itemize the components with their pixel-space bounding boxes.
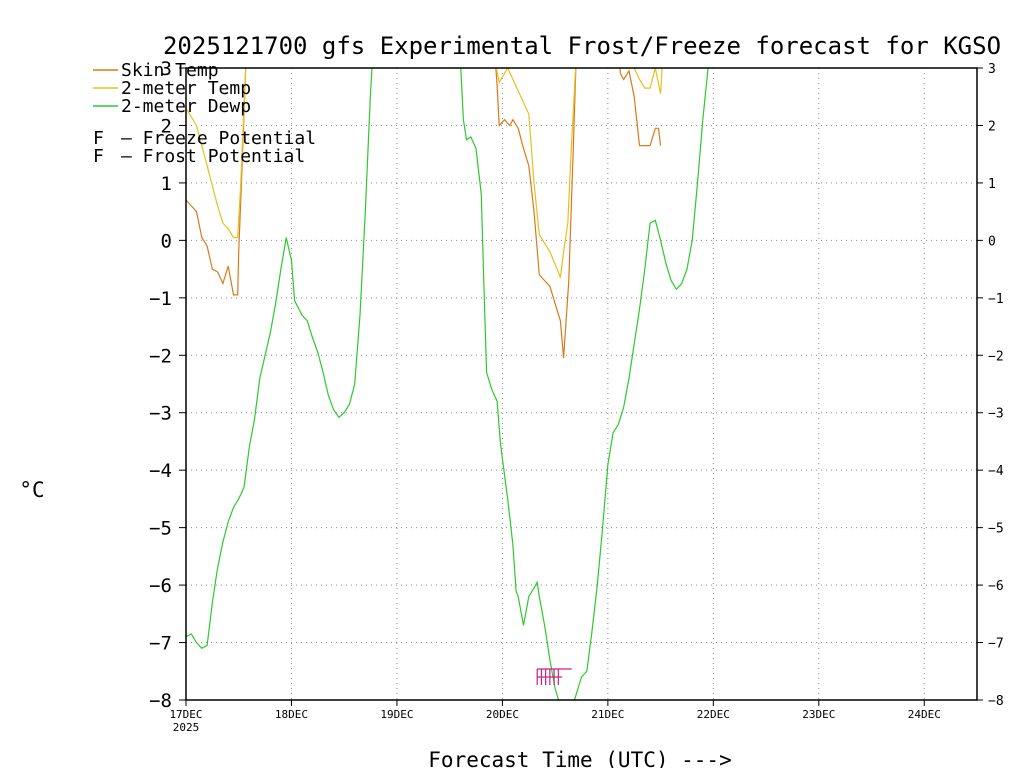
series-line-2-meter-temp — [495, 68, 577, 278]
y-tick-label-right: −4 — [988, 464, 1004, 479]
series-line-2-meter-temp — [623, 68, 663, 95]
y-tick-label-right: 3 — [988, 62, 996, 77]
legend-potential-label: – Frost Potential — [121, 146, 305, 167]
grid-lines — [186, 68, 977, 700]
legend-label: Skin Temp — [121, 60, 219, 81]
series-line-skin-temp — [619, 68, 662, 147]
y-tick-label-right: −3 — [988, 407, 1004, 422]
y-tick-label-right: −1 — [988, 292, 1004, 307]
y-tick-label-right: −7 — [988, 637, 1004, 652]
y-tick-label-right: 0 — [988, 234, 996, 249]
y-tick-label-left: −2 — [149, 345, 172, 367]
x-tick-label: 22DEC — [697, 708, 730, 721]
y-tick-label-left: 3 — [161, 58, 172, 80]
y-tick-label-right: 2 — [988, 119, 996, 134]
x-tick-label: 21DEC — [591, 708, 624, 721]
x-tick-label: 17DEC — [169, 708, 202, 721]
x-axis-label: Forecast Time (UTC) ---> — [428, 748, 731, 768]
series-lines — [186, 68, 709, 700]
legend-label: 2-meter Temp — [121, 78, 251, 99]
y-axis-label: °C — [19, 478, 44, 502]
y-tick-label-left: −3 — [149, 403, 172, 425]
series-line-2-meter-dewp — [186, 68, 373, 650]
x-tick-label: 20DEC — [486, 708, 519, 721]
y-tick-label-left: −8 — [149, 690, 172, 712]
legend-potential-symbol: F — [93, 128, 104, 149]
y-tick-label-right: −2 — [988, 349, 1004, 364]
series-line-skin-temp — [495, 68, 577, 359]
series-line-2-meter-temp — [186, 68, 247, 239]
chart-title: 2025121700 gfs Experimental Frost/Freeze… — [163, 32, 1001, 60]
legend-label: 2-meter Dewp — [121, 96, 251, 117]
x-tick-label: 24DEC — [908, 708, 941, 721]
y-tick-label-right: −5 — [988, 522, 1004, 537]
x-year-label: 2025 — [173, 721, 200, 734]
y-tick-label-left: −5 — [149, 518, 172, 540]
legend-potential-label: – Freeze Potential — [121, 128, 316, 149]
y-tick-label-left: −4 — [149, 460, 172, 482]
y-tick-label-right: −8 — [988, 694, 1004, 709]
y-tick-label-right: −6 — [988, 579, 1004, 594]
x-tick-label: 23DEC — [802, 708, 835, 721]
y-tick-label-right: 1 — [988, 177, 996, 192]
series-line-skin-temp — [186, 68, 247, 296]
plot-frame — [185, 67, 978, 701]
axes: −8 −8 −7 −7 −6 −6 −5 −5 −4 −4 −3 −3 −2 −2 −1 −1 0 0 1 1 2 2 3 3… — [149, 58, 1004, 734]
y-tick-label-left: 2 — [161, 115, 172, 137]
x-tick-label: 19DEC — [380, 708, 413, 721]
y-tick-label-left: −7 — [149, 633, 172, 655]
x-tick-label: 18DEC — [275, 708, 308, 721]
legend-potential-symbol: F — [93, 146, 104, 167]
y-tick-label-left: 0 — [161, 230, 172, 252]
y-tick-label-left: 1 — [161, 173, 172, 195]
freeze-markers — [536, 668, 572, 686]
y-tick-label-left: −1 — [149, 288, 172, 310]
series-line-2-meter-dewp — [460, 68, 709, 700]
y-tick-label-left: −6 — [149, 575, 172, 597]
